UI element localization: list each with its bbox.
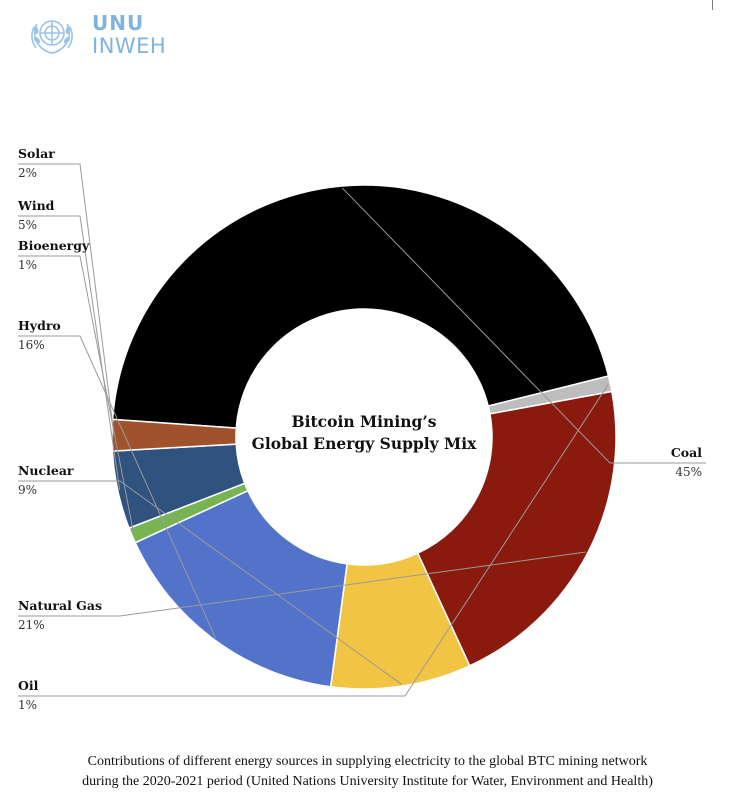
donut-chart: Coal 45% Oil 1% Natural Gas 21% Nuclear 9% Hydro…: [17, 146, 706, 712]
logo-line-unu: UNU: [92, 11, 145, 35]
leader-line-hydro: [18, 335, 217, 639]
slice-natural-gas: [416, 390, 617, 667]
slice-coal: [111, 184, 610, 429]
leader-line-bioenergy: [18, 255, 135, 535]
label-solar: Solar: [18, 146, 55, 161]
leader-lines: [18, 163, 706, 697]
value-label-solar: 2%: [18, 166, 37, 180]
corner-mark: [712, 0, 713, 10]
leader-line-natural-gas: [18, 551, 587, 617]
leader-line-oil: [18, 383, 609, 697]
caption-line-1: Contributions of different energy source…: [87, 754, 648, 769]
label-bioenergy: Bioenergy: [18, 238, 90, 253]
chart-title-line-1: Bitcoin Mining’s: [292, 412, 437, 431]
value-label-wind: 5%: [18, 218, 37, 232]
chart-title-line-2: Global Energy Supply Mix: [252, 434, 477, 453]
leader-line-nuclear: [18, 480, 402, 685]
value-label-hydro: 16%: [18, 338, 45, 352]
value-label-oil: 1%: [18, 698, 37, 712]
label-hydro: Hydro: [18, 318, 61, 333]
leader-line-coal: [341, 187, 706, 464]
figure-caption: Contributions of different energy source…: [0, 752, 735, 792]
label-wind: Wind: [17, 198, 55, 213]
label-nuclear: Nuclear: [18, 463, 74, 478]
label-oil: Oil: [18, 678, 39, 693]
value-label-coal: 45%: [675, 465, 702, 479]
value-label-natural-gas: 21%: [18, 618, 45, 632]
un-emblem-icon: [31, 20, 73, 54]
leader-line-solar: [18, 163, 115, 436]
value-label-nuclear: 9%: [18, 483, 37, 497]
slice-hydro: [134, 489, 348, 688]
logo-line-inweh: INWEH: [92, 34, 167, 58]
leader-line-wind: [18, 215, 121, 490]
value-label-bioenergy: 1%: [18, 258, 37, 272]
label-natural-gas: Natural Gas: [18, 598, 102, 613]
slice-labels: Coal 45% Oil 1% Natural Gas 21% Nuclear 9% Hydro…: [17, 146, 702, 712]
unu-inweh-logo: UNU INWEH: [24, 8, 204, 62]
caption-line-2: during the 2020-2021 period (United Nati…: [82, 774, 653, 789]
slices-layer: [111, 184, 617, 690]
label-coal: Coal: [671, 445, 702, 460]
